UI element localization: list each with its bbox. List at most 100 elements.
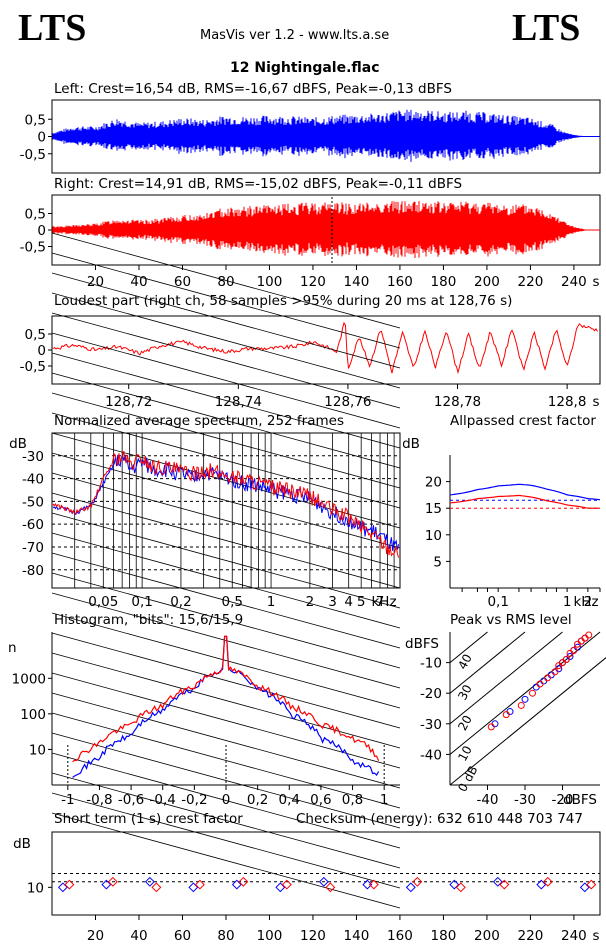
spectrum-ytick-label: -80	[22, 563, 44, 579]
crest-point	[368, 879, 379, 890]
loudest-x-unit: s	[592, 394, 599, 410]
histogram-xtick-label: -0,4	[150, 792, 176, 808]
crest-point	[542, 876, 553, 887]
crest-xtick-label: 100	[257, 928, 283, 944]
lts-logo-right: LTS	[512, 7, 581, 49]
time-axis-label: 20	[87, 274, 104, 290]
peak-rms-title: Peak vs RMS level	[450, 612, 572, 628]
crest-frame	[51, 831, 601, 916]
histogram-xtick-label: 0,8	[342, 792, 363, 808]
allpass-xtick-label: 1	[563, 594, 572, 610]
spectrum-xtick-label: 0,05	[88, 594, 118, 610]
histogram-xtick-label: -0,8	[86, 792, 112, 808]
allpass-ytick-label: 10	[425, 528, 442, 544]
spectrum-slope-line	[51, 452, 401, 549]
time-axis-label: 100	[257, 274, 283, 290]
left-waveform-title: Left: Crest=16,54 dB, RMS=-16,67 dBFS, P…	[54, 81, 452, 97]
crest-point	[579, 882, 590, 893]
spectrum-xtick-label: 2	[306, 594, 315, 610]
spectrum-ytick-label: -70	[22, 540, 44, 556]
histogram-ytick-label: 10	[29, 742, 46, 758]
histogram-xtick-label: 0,4	[279, 792, 300, 808]
spectrum-slope-line	[51, 772, 401, 869]
spectrum-slope-line	[51, 692, 401, 789]
peak-rms-point	[585, 631, 593, 639]
spectrum-ytick-label: -50	[22, 494, 44, 510]
app-title: MasVis ver 1.2 - www.lts.a.se	[200, 28, 390, 43]
histogram-title: Histogram, "bits": 15,6/15,9	[54, 612, 244, 628]
time-axis-label: 240	[561, 274, 587, 290]
spectrum-x-unit: kHz	[371, 594, 396, 610]
left-waveform-ytick-label: 0,5	[25, 112, 46, 128]
allpass-xtick-label: 0,1	[487, 594, 508, 610]
allpass-xtick-label: 2	[584, 594, 593, 610]
loudest-xtick-label: 128,72	[105, 394, 152, 410]
loudest-ytick-label: -0,5	[20, 359, 46, 375]
peak-rms-point	[570, 646, 578, 654]
peak-rms-ytick-label: -10	[420, 656, 442, 672]
crest-point	[194, 879, 205, 890]
spectrum-slope-line	[51, 732, 401, 829]
peak-rms-y-unit: dBFS	[405, 636, 439, 652]
time-axis-label: 140	[344, 274, 370, 290]
loudest-ytick-label: 0	[37, 343, 46, 359]
allpass-series-right	[449, 494, 600, 509]
time-axis-label: 80	[217, 274, 234, 290]
crest-point	[101, 879, 112, 890]
spectrum-xtick-label: 1	[267, 594, 276, 610]
crest-point	[64, 879, 75, 890]
crest-point	[412, 876, 423, 887]
spectrum-xtick-label: 4	[344, 594, 353, 610]
spectrum-slope-line	[51, 252, 401, 349]
allpass-title: Allpassed crest factor	[450, 413, 596, 429]
crest-point	[455, 882, 466, 893]
spectrum-slope-line	[51, 412, 401, 509]
spectrum-slope-line	[51, 232, 401, 329]
crest-x-unit: s	[592, 928, 599, 944]
crest-point	[275, 882, 286, 893]
histogram-ytick-label: 1000	[12, 671, 46, 687]
lts-logo-left: LTS	[18, 7, 87, 49]
left-waveform-ytick-label: 0	[37, 130, 46, 146]
histogram-xtick-label: -0,2	[181, 792, 207, 808]
crest-point	[107, 876, 118, 887]
loudest-xtick-label: 128,74	[215, 394, 262, 410]
right-waveform-ytick-label: -0,5	[20, 240, 46, 256]
crest-point	[281, 879, 292, 890]
histogram-y-unit: n	[8, 640, 17, 656]
time-axis-label: 180	[431, 274, 457, 290]
spectrum-slope-line	[51, 292, 401, 389]
peak-rms-xtick-label: -20	[551, 792, 573, 808]
crest-xtick-label: 60	[174, 928, 191, 944]
time-axis-label: 200	[474, 274, 500, 290]
crest-point	[499, 879, 510, 890]
spectrum-slope-line	[51, 312, 401, 409]
spectrum-xtick-label: 7	[376, 594, 385, 610]
allpass-y-unit: dB	[402, 436, 420, 452]
peak-rms-crest-diagonal	[449, 631, 601, 755]
allpass-ytick-label: 5	[433, 554, 442, 570]
crest-xtick-label: 160	[387, 928, 413, 944]
spectrum-y-unit: dB	[9, 436, 27, 452]
checksum-text: Checksum (energy): 632 610 448 703 747	[296, 811, 583, 827]
spectrum-slope-line	[51, 792, 401, 889]
time-axis-label: 160	[387, 274, 413, 290]
peak-rms-point	[529, 689, 536, 697]
spectrum-slope-line	[51, 352, 401, 449]
peak-rms-point	[544, 674, 551, 682]
spectrum-slope-line	[51, 532, 401, 629]
crest-point	[188, 882, 199, 893]
spectrum-title: Normalized average spectrum, 252 frames	[54, 413, 344, 429]
crest-xtick-label: 200	[474, 928, 500, 944]
spectrum-slope-line	[51, 472, 401, 569]
right-waveform-ytick-label: 0	[37, 223, 46, 239]
crest-xtick-label: 220	[518, 928, 544, 944]
peak-rms-ytick-label: -30	[420, 717, 442, 733]
spectrum-xtick-label: 0,2	[170, 594, 191, 610]
peak-rms-xtick-label: -40	[476, 792, 498, 808]
file-name: 12 Nightingale.flac	[230, 60, 380, 76]
peak-rms-xtick-label: -30	[514, 792, 536, 808]
crest-xtick-label: 180	[431, 928, 457, 944]
